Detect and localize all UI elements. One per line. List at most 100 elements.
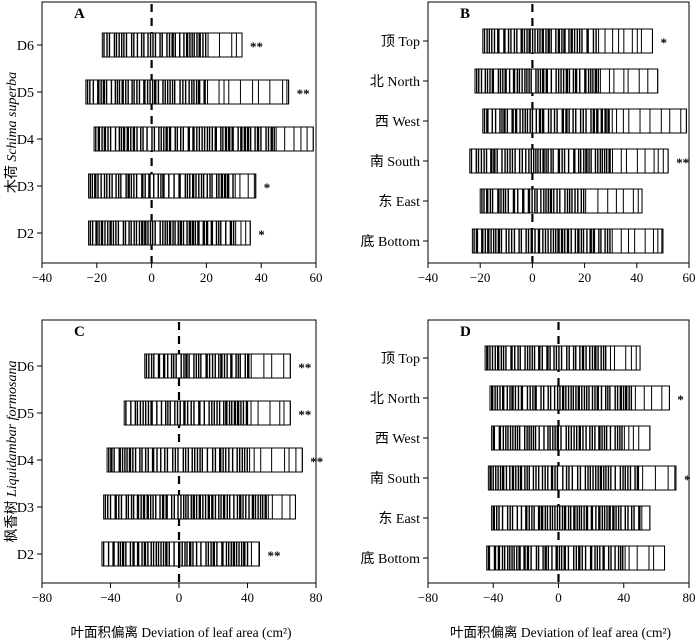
barcode-line	[642, 466, 644, 490]
barcode-line	[535, 69, 537, 93]
barcode-line	[222, 495, 226, 519]
barcode-line	[141, 542, 143, 566]
barcode-line	[605, 466, 607, 490]
species-axis-label: 枫香树 Liquidambar formosana	[4, 360, 20, 542]
barcode-line	[160, 401, 163, 425]
barcode-line	[229, 495, 231, 519]
barcode-line	[165, 127, 168, 151]
barcode-line	[609, 346, 611, 370]
barcode-line	[614, 546, 616, 570]
barcode-line	[595, 506, 597, 530]
barcode-line	[529, 346, 531, 370]
barcode-line	[225, 401, 228, 425]
barcode-line	[581, 346, 585, 370]
barcode-line	[553, 189, 555, 213]
barcode-line	[186, 401, 189, 425]
barcode-line	[565, 69, 569, 93]
barcode-line	[286, 80, 288, 104]
barcode-line	[152, 495, 154, 519]
barcode-line	[186, 174, 189, 198]
barcode-line	[531, 109, 534, 133]
barcode-line	[187, 495, 189, 519]
barcode-line	[207, 542, 210, 566]
barcode-line	[231, 448, 234, 472]
barcode-line	[115, 33, 118, 57]
barcode-line	[149, 221, 152, 245]
row-label: 南 South	[370, 471, 420, 487]
barcode-line	[120, 495, 123, 519]
barcode-line	[494, 386, 496, 410]
barcode-line	[594, 426, 596, 450]
barcode-line	[496, 346, 500, 370]
barcode-line	[529, 109, 531, 133]
barcode-line	[551, 546, 553, 570]
barcode-line	[609, 426, 612, 450]
barcode-line	[594, 69, 598, 93]
barcode-line	[552, 149, 554, 173]
barcode-line	[191, 448, 193, 472]
barcode-line	[107, 542, 110, 566]
barcode-line	[223, 354, 226, 378]
barcode-line	[146, 495, 149, 519]
barcode-line	[512, 69, 516, 93]
barcode-line	[205, 354, 208, 378]
barcode-line	[226, 495, 228, 519]
barcode-line	[501, 546, 504, 570]
barcode-line	[91, 221, 94, 245]
barcode-box	[487, 465, 677, 491]
barcode-line	[190, 495, 192, 519]
barcode-line	[547, 189, 549, 213]
barcode-line	[211, 127, 213, 151]
barcode-line	[499, 466, 502, 490]
barcode-line	[132, 127, 136, 151]
barcode-line	[196, 33, 198, 57]
barcode-line	[144, 448, 147, 472]
barcode-line	[549, 506, 551, 530]
barcode-line	[196, 127, 198, 151]
barcode-line	[183, 401, 186, 425]
barcode-line	[572, 346, 575, 370]
barcode-line	[500, 346, 503, 370]
significance-marker: *	[677, 392, 684, 407]
barcode-line	[613, 69, 615, 93]
barcode-line	[662, 149, 664, 173]
barcode-line	[196, 448, 199, 472]
barcode-line	[526, 466, 528, 490]
barcode-line	[545, 69, 548, 93]
barcode-line	[484, 229, 487, 253]
barcode-line	[202, 495, 204, 519]
barcode-line	[94, 174, 97, 198]
barcode-line	[589, 229, 592, 253]
barcode-line	[522, 109, 524, 133]
barcode-line	[148, 354, 150, 378]
barcode-line	[164, 448, 166, 472]
barcode-line	[585, 506, 589, 530]
row-label: D4	[17, 133, 34, 148]
barcode-line	[506, 386, 508, 410]
barcode-line	[192, 542, 194, 566]
barcode-line	[166, 448, 169, 472]
barcode-line	[230, 542, 232, 566]
barcode-line	[492, 506, 496, 530]
barcode-line	[529, 386, 531, 410]
barcode-line	[540, 189, 542, 213]
barcode-line	[135, 174, 138, 198]
barcode-line	[516, 29, 518, 53]
barcode-line	[519, 346, 521, 370]
barcode-line	[271, 354, 273, 378]
barcode-line	[605, 426, 608, 450]
barcode-line	[238, 542, 240, 566]
barcode-line	[189, 542, 192, 566]
barcode-line	[211, 354, 214, 378]
barcode-line	[627, 466, 629, 490]
barcode-line	[142, 127, 144, 151]
barcode-line	[191, 80, 193, 104]
barcode-line	[521, 149, 523, 173]
barcode-line	[184, 80, 187, 104]
barcode-line	[582, 426, 584, 450]
barcode-line	[130, 127, 132, 151]
barcode-line	[528, 506, 530, 530]
barcode-line	[544, 229, 547, 253]
barcode-line	[510, 29, 512, 53]
barcode-line	[634, 466, 636, 490]
